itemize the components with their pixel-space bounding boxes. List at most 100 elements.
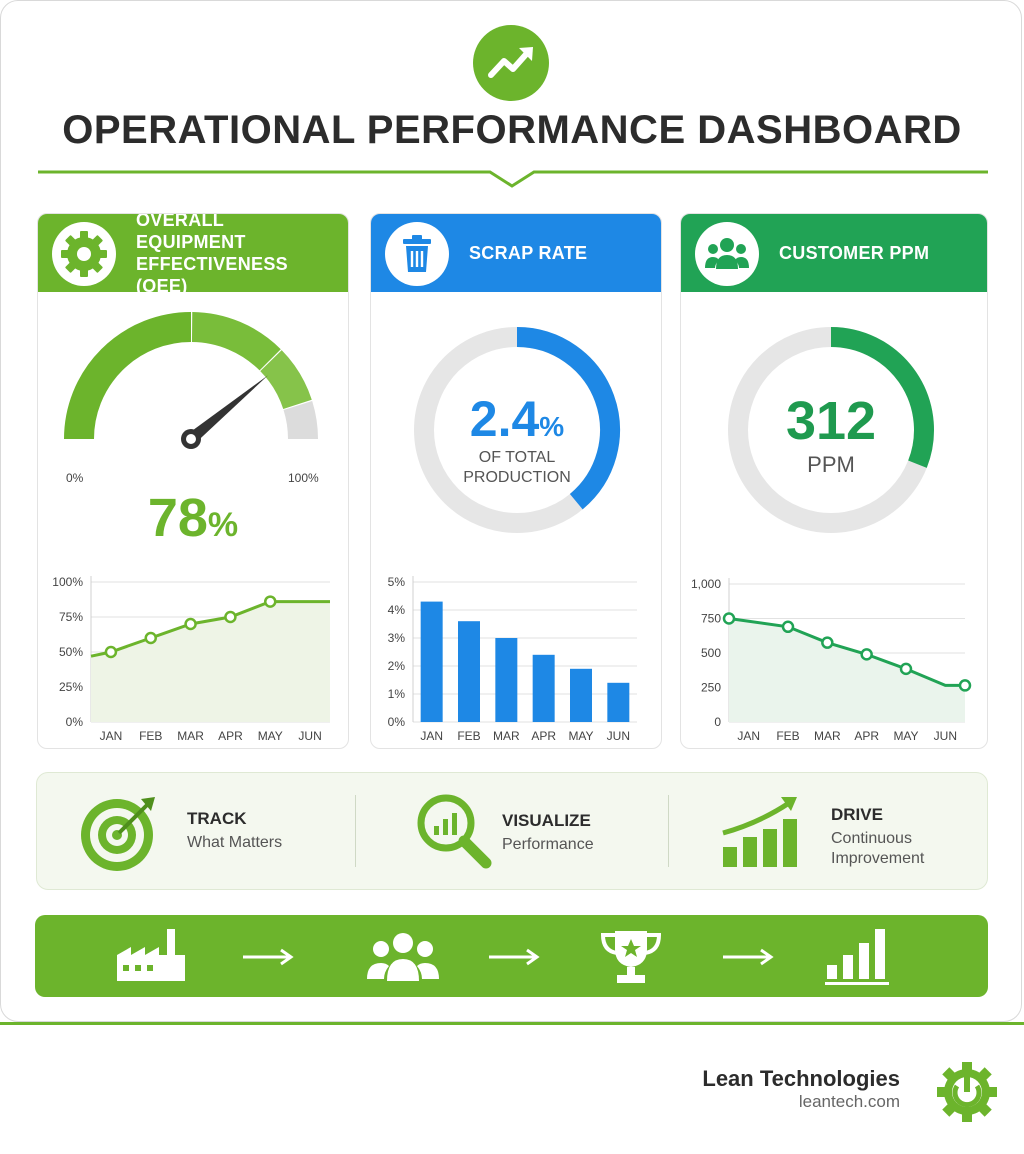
gauge-segment	[259, 350, 312, 410]
strip-drive-head: DRIVE	[831, 805, 883, 824]
y-tick-label: 100%	[52, 575, 83, 589]
oee-value-unit: %	[208, 506, 238, 544]
scrap-value-unit: %	[539, 411, 564, 442]
oee-value: 78%	[148, 488, 238, 548]
scrap-card: SCRAP RATE 2.4% OF TOTAL PRODUCTION 0% 1% 2%…	[370, 213, 662, 749]
ppm-card: CUSTOMER PPM 312 PPM 0 250 500 750 1,000 JAN FE…	[680, 213, 988, 749]
x-tick-label: FEB	[139, 729, 162, 743]
arrow-right-icon	[489, 948, 540, 966]
data-point	[722, 612, 736, 625]
y-tick-label: 4%	[388, 603, 406, 617]
power-gear-logo-icon	[937, 1062, 997, 1122]
data-point	[958, 679, 972, 692]
strip-visualize-sub: Performance	[502, 836, 594, 853]
ring-progress	[516, 327, 620, 510]
data-point	[144, 631, 157, 645]
x-tick-label: APR	[531, 729, 556, 743]
title-divider	[38, 170, 988, 188]
value-strip: TRACK What Matters VISUALIZE Performance…	[36, 772, 988, 890]
brand-url: leantech.com	[798, 1092, 900, 1111]
x-tick-label: FEB	[457, 729, 480, 743]
target-icon	[81, 797, 155, 871]
scrap-value: 2.4%	[470, 391, 565, 447]
oee-card: OVERALL EQUIPMENT EFFECTIVENESS (OEE) 0% …	[37, 213, 349, 749]
y-tick-label: 50%	[59, 645, 83, 659]
gauge-segment	[191, 312, 281, 371]
gauge-hub-center	[186, 434, 196, 444]
ppm-trend-chart: 0 250 500 750 1,000 JAN FEB MAR APR MAY JUN	[691, 577, 972, 743]
oee-card-header: OVERALL EQUIPMENT EFFECTIVENESS (OEE)	[38, 213, 348, 296]
ppm-value: 312	[786, 391, 876, 451]
x-tick-label: MAR	[493, 729, 520, 743]
bar-chart-icon	[825, 929, 889, 985]
process-flow-bar	[35, 915, 988, 997]
scrap-caption-line1: OF TOTAL	[479, 449, 556, 466]
data-point	[860, 648, 873, 661]
bar	[458, 621, 480, 722]
area-fill	[729, 618, 965, 722]
strip-divider	[668, 795, 669, 867]
trend-up-icon	[473, 25, 549, 101]
y-tick-label: 250	[701, 681, 721, 695]
data-point	[184, 617, 197, 631]
gauge-max-label: 100%	[288, 471, 319, 485]
y-tick-label: 3%	[388, 631, 406, 645]
factory-icon	[117, 929, 185, 981]
y-tick-label: 0%	[66, 715, 84, 729]
x-tick-label: FEB	[776, 729, 799, 743]
x-tick-label: JUN	[934, 729, 957, 743]
strip-track-sub: What Matters	[187, 834, 283, 851]
y-tick-label: 0%	[388, 715, 406, 729]
y-tick-label: 750	[701, 612, 721, 626]
oee-trend-chart: 0% 25% 50% 75% 100% JAN FEB MAR APR MAY JUN	[52, 575, 330, 743]
team-icon	[367, 933, 439, 981]
scrap-value-number: 2.4	[470, 391, 540, 447]
brand-name: Lean Technologies	[702, 1066, 900, 1091]
x-tick-label: JUN	[298, 729, 321, 743]
y-tick-label: 2%	[388, 659, 406, 673]
arrow-right-icon	[723, 948, 774, 966]
footer-rule	[0, 1022, 1024, 1025]
scrap-ring: 2.4% OF TOTAL PRODUCTION	[414, 327, 620, 533]
bar	[495, 638, 518, 722]
strip-track-head: TRACK	[187, 809, 247, 828]
strip-drive-sub: Continuous Improvement	[831, 830, 925, 867]
trophy-icon	[600, 931, 662, 983]
y-tick-label: 1%	[388, 687, 406, 701]
x-tick-label: MAR	[177, 729, 204, 743]
bar	[420, 601, 443, 722]
data-point	[821, 636, 834, 649]
data-point	[104, 645, 118, 659]
ppm-card-header: CUSTOMER PPM	[681, 214, 987, 292]
x-tick-label: APR	[218, 729, 243, 743]
x-tick-label: APR	[854, 729, 879, 743]
bar	[532, 654, 555, 722]
y-tick-label: 1,000	[691, 577, 721, 591]
scrap-trend-chart: 0% 1% 2% 3% 4% 5% JAN FEB MAR APR MAY JUN	[388, 575, 637, 743]
scrap-card-title: SCRAP RATE	[469, 243, 588, 263]
x-tick-label: MAY	[568, 729, 593, 743]
series-line	[90, 600, 330, 658]
x-tick-label: MAY	[258, 729, 283, 743]
strip-item-track: TRACK What Matters	[37, 773, 355, 891]
trash-bin-icon	[385, 222, 449, 286]
ppm-caption: PPM	[807, 452, 855, 477]
strip-visualize-head: VISUALIZE	[502, 811, 591, 830]
x-tick-label: JAN	[420, 729, 443, 743]
y-tick-label: 75%	[59, 610, 83, 624]
oee-gauge: 0% 78% 100%	[64, 312, 319, 548]
data-point	[899, 662, 913, 676]
x-tick-label: JUN	[607, 729, 630, 743]
scrap-card-header: SCRAP RATE	[371, 214, 661, 292]
growth-bars-icon	[722, 797, 797, 867]
y-tick-label: 0	[714, 715, 721, 729]
ppm-card-title: CUSTOMER PPM	[779, 243, 930, 263]
oee-value-number: 78	[148, 488, 208, 548]
oee-card-title: OVERALL EQUIPMENT EFFECTIVENESS (OEE)	[136, 213, 288, 296]
x-tick-label: JAN	[737, 729, 760, 743]
gauge-segment	[64, 312, 192, 440]
strip-item-drive: DRIVE Continuous Improvement	[669, 773, 987, 891]
gauge-min-label: 0%	[66, 471, 84, 485]
bar	[607, 682, 630, 722]
data-point	[781, 620, 795, 634]
